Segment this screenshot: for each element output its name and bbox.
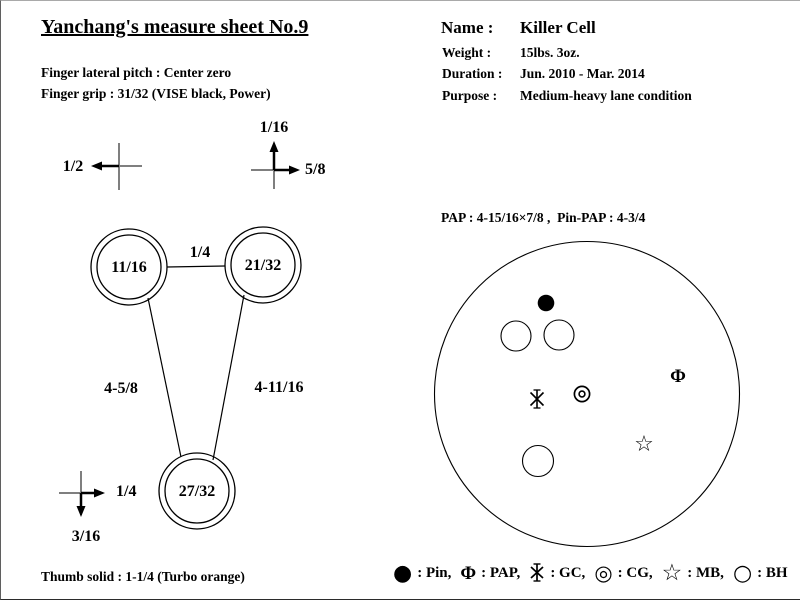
balance-hole-marker — [521, 444, 555, 478]
right-cross-up-value: 1/16 — [259, 118, 289, 136]
right-span-value: 4-11/16 — [254, 378, 304, 396]
ball-diagram — [433, 240, 741, 548]
weight-value: 15lbs. 3oz. — [520, 45, 580, 60]
thumb-hole-size: 27/32 — [178, 482, 216, 500]
thumb-cross-down-value: 3/16 — [71, 527, 101, 545]
weight-label: Weight : — [442, 45, 492, 60]
gc-asterisk-marker — [529, 389, 545, 409]
right-span-line — [212, 294, 245, 461]
pap-icon: Φ — [460, 563, 477, 584]
purpose-label: Purpose : — [442, 88, 498, 103]
finger-grip-text: Finger grip : 31/32 (VISE black, Power) — [41, 86, 271, 101]
duration-value: Jun. 2010 - Mar. 2014 — [520, 66, 645, 81]
mb-icon: ☆ — [661, 560, 683, 586]
ball-name-label: Name : — [441, 18, 494, 37]
legend-mb-label: : MB, — [687, 565, 724, 581]
thumb-solid-text: Thumb solid : 1-1/4 (Turbo orange) — [41, 569, 245, 584]
finger-lateral-pitch-text: Finger lateral pitch : Center zero — [41, 65, 232, 80]
ball-right-finger-hole — [543, 319, 575, 351]
gc-asterisk-icon — [529, 562, 545, 585]
legend-item-gc: : GC, — [529, 562, 594, 585]
pap-measurement-text: PAP : 4-15/16×7/8 , Pin-PAP : 4-3/4 — [441, 210, 646, 225]
left-finger-hole-size: 11/16 — [111, 258, 147, 276]
right-cross-right-value: 5/8 — [305, 160, 326, 178]
right-finger-hole-size: 21/32 — [244, 256, 282, 274]
finger-pitch-cross-icon — [91, 143, 142, 190]
pap-marker: Φ — [670, 366, 686, 388]
pin-marker — [537, 294, 555, 312]
bridge-line — [166, 265, 226, 268]
legend-bh-label: : BH — [757, 565, 788, 581]
legend-item-pin: ● : Pin, — [393, 560, 460, 586]
legend-gc-label: : GC, — [550, 565, 586, 581]
thumb-pitch-cross-icon — [59, 471, 105, 517]
legend-pin-label: : Pin, — [417, 565, 452, 581]
legend-item-cg: ◎ : CG, — [594, 563, 661, 584]
legend-item-bh: ○ : BH — [732, 560, 797, 586]
mb-marker: ☆ — [634, 432, 654, 457]
left-span-value: 4-5/8 — [104, 379, 138, 397]
ball-outline-circle — [433, 240, 741, 548]
right-finger-hole-circle — [224, 226, 302, 304]
cg-icon: ◎ — [594, 561, 613, 585]
grip-diagram — [90, 226, 302, 530]
bridge-value: 1/4 — [189, 243, 211, 261]
left-cross-left-value: 1/2 — [62, 157, 84, 175]
legend-item-mb: ☆ : MB, — [662, 562, 733, 585]
thumb-hole-circle — [158, 452, 236, 530]
sheet-title: Yanchang's measure sheet No.9 — [41, 16, 309, 38]
duration-label: Duration : — [442, 66, 503, 81]
purpose-value: Medium-heavy lane condition — [520, 88, 692, 103]
bh-icon: ○ — [732, 560, 753, 586]
thumb-cross-right-value: 1/4 — [116, 482, 137, 500]
finger-pitch-cross2-icon — [251, 141, 300, 189]
cg-marker — [573, 385, 591, 403]
marker-legend: ● : Pin, Φ : PAP, : GC, — [393, 562, 797, 585]
pin-icon: ● — [393, 560, 413, 586]
left-span-line — [147, 297, 182, 458]
legend-item-pap: Φ : PAP, — [460, 564, 529, 583]
ball-name-value: Killer Cell — [520, 18, 596, 37]
ball-left-finger-hole — [500, 320, 532, 352]
legend-pap-label: : PAP, — [481, 565, 521, 581]
legend-cg-label: : CG, — [617, 565, 653, 581]
